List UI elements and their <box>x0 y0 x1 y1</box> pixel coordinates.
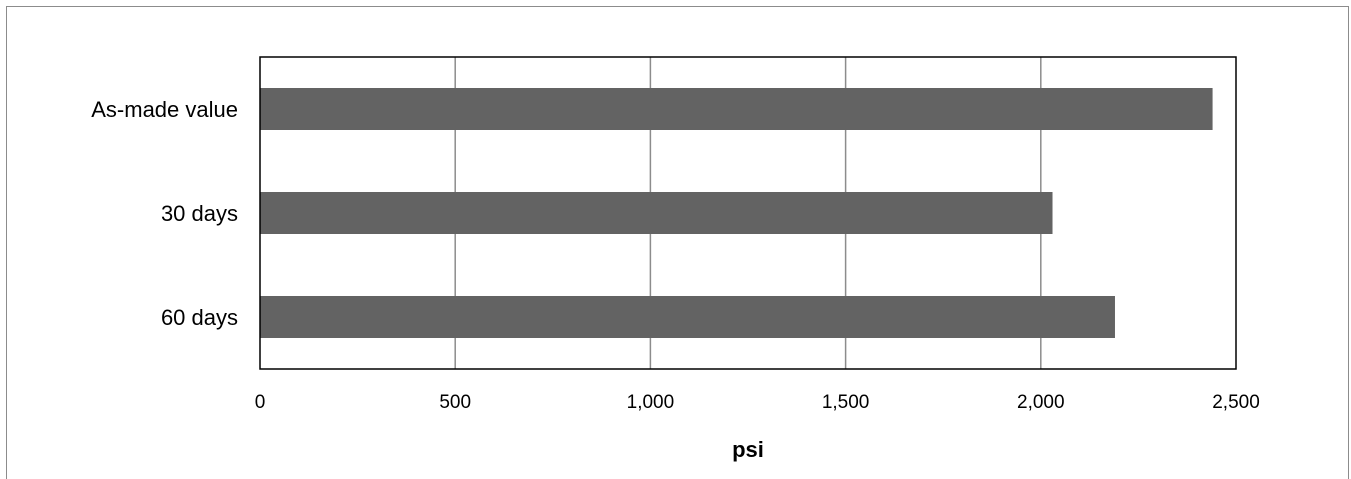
x-tick-labels: 0 500 1,000 1,500 2,000 2,500 <box>255 392 1260 413</box>
x-tick-label: 2,500 <box>1212 392 1260 413</box>
x-tick-label: 1,500 <box>822 392 870 413</box>
category-labels: As-made value 30 days 60 days <box>91 97 238 330</box>
bar <box>260 88 1213 130</box>
chart-frame <box>6 6 1349 479</box>
bar <box>260 296 1115 338</box>
x-axis-title: psi <box>732 437 764 462</box>
x-tick-label: 0 <box>255 392 266 413</box>
x-tick-label: 500 <box>439 392 471 413</box>
x-tick-label: 2,000 <box>1017 392 1065 413</box>
category-label: 60 days <box>161 305 238 330</box>
plot-area-border <box>259 56 1237 370</box>
category-label: As-made value <box>91 97 238 122</box>
category-label: 30 days <box>161 201 238 226</box>
bars <box>260 88 1213 338</box>
x-tick-label: 1,000 <box>627 392 675 413</box>
bar <box>260 192 1053 234</box>
